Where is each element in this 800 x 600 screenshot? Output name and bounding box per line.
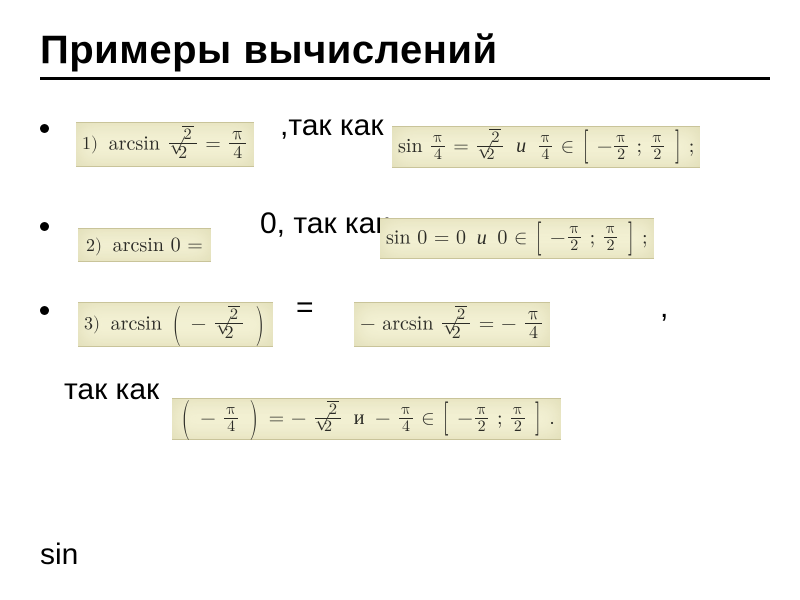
fn-text: sin [398, 136, 423, 156]
math-snippet-1a: 1) arcsin 2 2 = π 4 [76, 122, 254, 167]
bracket-icon: [ [583, 132, 589, 159]
list-item: 0, так как 2) arcsin 0 = sin 0 = 0 и 0 ∈… [64, 206, 770, 282]
fraction: π 4 [229, 125, 246, 162]
list-item: = , так как 3) arcsin ( − 2 2 ) − arcsin… [64, 290, 770, 470]
fraction: 2 2 [215, 305, 243, 342]
math-snippet-2b: sin 0 = 0 и 0 ∈ [ −π2 ; π2 ] ; [380, 218, 654, 259]
fraction: π 4 [539, 130, 552, 163]
and-word: и [477, 228, 487, 248]
fraction: π 4 [431, 130, 444, 163]
bracket-icon: ] [628, 224, 634, 251]
example-number: 2) [86, 237, 102, 255]
fraction: 2 2 [315, 401, 341, 435]
math-snippet-1b: sin π 4 = 2 2 и π 4 ∈ [ −π2 ; [392, 126, 700, 168]
bracket-icon: [ [536, 224, 542, 251]
example-number: 3) [84, 315, 100, 333]
fn-text: − arcsin [360, 314, 433, 334]
paren-icon: ) [255, 310, 264, 338]
bracket-icon: [ [443, 404, 449, 431]
paren-icon: ( [172, 310, 181, 338]
and-word: и [354, 408, 365, 428]
fn-text: sin 0 = 0 [386, 228, 466, 248]
fraction: π 4 [224, 402, 237, 435]
bracket-icon: ] [675, 132, 681, 159]
math-snippet-3b: − arcsin 2 2 = − π 4 [354, 302, 550, 347]
comma-text: , [660, 288, 668, 329]
paren-icon: ( [182, 404, 191, 432]
fn-text: arcsin [111, 314, 162, 334]
bracket-icon: ] [535, 404, 541, 431]
math-snippet-2a: 2) arcsin 0 = [78, 228, 211, 262]
fn-text: arcsin 0 = [113, 235, 203, 255]
equals-text: = [296, 288, 314, 329]
page-title: Примеры вычислений [40, 28, 770, 80]
fn-text: arcsin [109, 134, 160, 154]
fraction: 2 2 [169, 125, 197, 162]
paren-icon: ) [250, 404, 259, 432]
fraction: π 4 [399, 402, 412, 435]
connector-text: 0, так как [260, 204, 389, 245]
math-snippet-3a: 3) arcsin ( − 2 2 ) [78, 302, 273, 347]
equals: = [205, 134, 221, 154]
fraction: 2 2 [477, 129, 503, 163]
math-snippet-3c: ( − π 4 ) = − 2 2 и − π 4 ∈ [172, 398, 561, 440]
and-word: и [516, 136, 526, 156]
fraction: 2 2 [442, 305, 470, 342]
list-item: ,так как 1) arcsin 2 2 = π 4 sin π 4 [64, 108, 770, 198]
fraction: π 4 [525, 305, 542, 342]
connector-text: так как [64, 370, 159, 411]
trailing-sin: sin [40, 538, 78, 572]
example-number: 1) [82, 135, 98, 153]
connector-text: ,так как [280, 106, 383, 147]
bullet-list: ,так как 1) arcsin 2 2 = π 4 sin π 4 [40, 108, 770, 470]
slide: Примеры вычислений ,так как 1) arcsin 2 … [0, 0, 800, 600]
